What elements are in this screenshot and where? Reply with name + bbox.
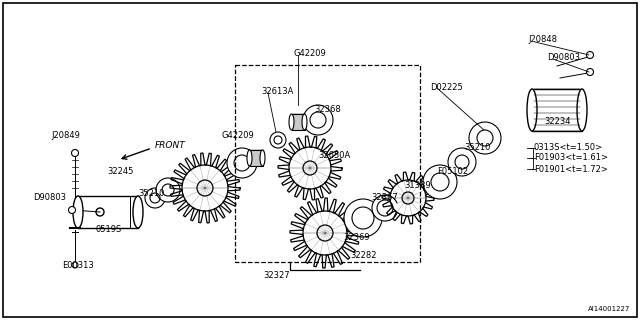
Text: D90803: D90803	[547, 53, 580, 62]
Text: G42209: G42209	[294, 49, 327, 58]
Circle shape	[156, 178, 180, 202]
Polygon shape	[382, 172, 434, 224]
Bar	[532, 89, 582, 131]
Text: F01901<t=1.72>: F01901<t=1.72>	[534, 164, 608, 173]
Circle shape	[227, 148, 257, 178]
Circle shape	[303, 105, 333, 135]
Bar	[291, 114, 305, 130]
Circle shape	[68, 206, 76, 213]
Text: D02225: D02225	[430, 83, 463, 92]
Circle shape	[145, 188, 165, 208]
Text: 35210: 35210	[464, 143, 490, 153]
Circle shape	[469, 122, 501, 154]
Ellipse shape	[247, 150, 252, 166]
Text: 32650A: 32650A	[318, 151, 350, 161]
Bar	[250, 150, 262, 166]
Ellipse shape	[73, 196, 83, 228]
Ellipse shape	[289, 114, 294, 130]
Text: 32369: 32369	[343, 234, 370, 243]
Ellipse shape	[133, 196, 143, 228]
Text: 32282: 32282	[350, 252, 376, 260]
Text: J20848: J20848	[528, 36, 557, 44]
Text: G42209: G42209	[221, 132, 253, 140]
Ellipse shape	[527, 89, 537, 131]
Polygon shape	[278, 136, 342, 200]
Text: 31389: 31389	[404, 181, 431, 190]
Text: 35210: 35210	[138, 189, 164, 198]
Text: 32368: 32368	[314, 105, 340, 114]
Text: 32367: 32367	[371, 194, 397, 203]
Circle shape	[344, 199, 382, 237]
Bar	[235, 65, 420, 262]
Circle shape	[72, 149, 79, 156]
Text: 0519S: 0519S	[96, 225, 122, 234]
Text: 32245: 32245	[107, 167, 133, 177]
Ellipse shape	[577, 89, 587, 131]
Circle shape	[72, 262, 78, 268]
Polygon shape	[290, 198, 360, 268]
Text: 32234: 32234	[544, 117, 570, 126]
Bar	[78, 196, 138, 228]
Text: E00313: E00313	[62, 261, 93, 270]
Ellipse shape	[260, 150, 265, 166]
Text: D90803: D90803	[33, 194, 66, 203]
Circle shape	[448, 148, 476, 176]
Circle shape	[423, 165, 457, 199]
Polygon shape	[170, 153, 240, 223]
Text: AI14001227: AI14001227	[588, 306, 630, 312]
Text: 32327: 32327	[263, 270, 290, 279]
Text: 32613A: 32613A	[261, 86, 293, 95]
Circle shape	[586, 52, 593, 59]
Text: F01903<t=1.61>: F01903<t=1.61>	[534, 154, 608, 163]
Circle shape	[586, 68, 593, 76]
Text: 0313S<t=1.50>: 0313S<t=1.50>	[534, 143, 603, 153]
Text: F05102: F05102	[437, 167, 468, 177]
Text: FRONT: FRONT	[155, 140, 186, 149]
Ellipse shape	[302, 114, 307, 130]
Polygon shape	[372, 195, 397, 221]
Text: J20849: J20849	[51, 132, 80, 140]
Circle shape	[270, 132, 286, 148]
